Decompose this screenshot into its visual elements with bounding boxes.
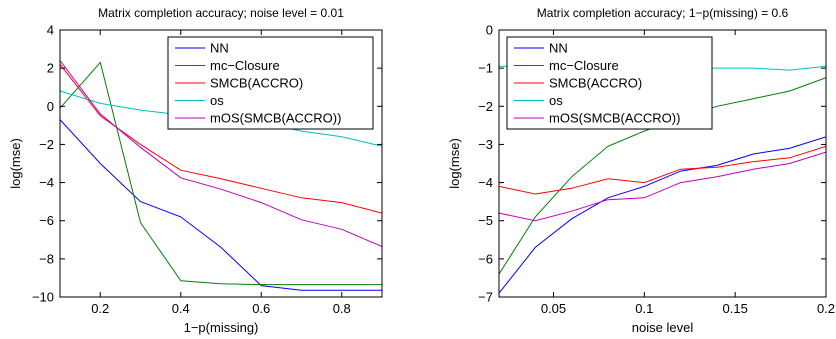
- y-tick-label: −3: [478, 137, 493, 152]
- x-axis-label: 1−p(missing): [184, 320, 259, 335]
- legend-label: os: [549, 93, 563, 108]
- x-tick-label: 0.4: [172, 301, 190, 316]
- y-tick-label: 2: [47, 61, 54, 76]
- legend-label: NN: [549, 41, 568, 56]
- y-tick-label: −8: [39, 251, 54, 266]
- legend-label: SMCB(ACCRO): [210, 76, 303, 91]
- legend: NN mc−Closure SMCB(ACCRO) os mOS(SMCB(ACCRO)…: [506, 36, 713, 130]
- x-tick-label: 0.6: [252, 301, 270, 316]
- plot-frame: [498, 29, 827, 298]
- x-tick-label: 0.05: [541, 301, 566, 316]
- series-line-smcb-accro-: [499, 145, 826, 195]
- y-tick-label: −5: [478, 213, 493, 228]
- y-axis-label: log(mse): [447, 138, 462, 189]
- series-line-mc-closure: [60, 61, 382, 286]
- legend-label: mOS(SMCB(ACCRO)): [210, 111, 341, 126]
- series-line-nn: [499, 136, 826, 294]
- y-tick-label: −4: [478, 175, 493, 190]
- x-axis-label: noise level: [632, 320, 694, 335]
- x-tick-label: 0.15: [723, 301, 748, 316]
- y-tick-label: 0: [486, 23, 493, 38]
- left-chart: 0.2 0.4 0.6 0.8 −10 −8 −6 −4 −2 0 2 4 Matrix complet…: [8, 6, 383, 335]
- legend-label: NN: [210, 41, 229, 56]
- legend-label: mc−Closure: [549, 58, 619, 73]
- y-tick-label: −1: [478, 61, 493, 76]
- series-line-mos-smcb-accro-: [60, 60, 382, 247]
- legend-label: mOS(SMCB(ACCRO)): [549, 111, 680, 126]
- x-tick-label: 0.2: [91, 301, 109, 316]
- series-line-nn: [60, 119, 382, 291]
- y-tick-label: −7: [478, 290, 493, 305]
- y-axis-label: log(mse): [8, 138, 23, 189]
- y-tick-label: 4: [47, 23, 54, 38]
- chart-title: Matrix completion accuracy; 1−p(missing)…: [537, 6, 789, 20]
- legend: NN mc−Closure SMCB(ACCRO) os mOS(SMCB(ACCRO)…: [167, 36, 374, 130]
- y-tick-label: −10: [32, 290, 54, 305]
- legend-label: os: [210, 93, 224, 108]
- x-tick-label: 0.8: [333, 301, 351, 316]
- legend-label: SMCB(ACCRO): [549, 76, 642, 91]
- y-tick-label: −2: [39, 137, 54, 152]
- y-tick-label: −2: [478, 99, 493, 114]
- x-tick-label: 0.1: [635, 301, 653, 316]
- series-line-mos-smcb-accro-: [499, 151, 826, 222]
- chart-title: Matrix completion accuracy; noise level …: [98, 6, 344, 20]
- y-tick-label: −4: [39, 175, 54, 190]
- plot-frame: [59, 29, 383, 298]
- y-tick-label: −6: [39, 213, 54, 228]
- y-tick-label: 0: [47, 99, 54, 114]
- series-group: [60, 60, 382, 291]
- legend-label: mc−Closure: [210, 58, 280, 73]
- y-tick-label: −6: [478, 251, 493, 266]
- right-chart: 0.05 0.1 0.15 0.2 −7 −6 −5 −4 −3 −2 −1 0 Matrix comp…: [447, 6, 835, 335]
- x-tick-label: 0.2: [817, 301, 835, 316]
